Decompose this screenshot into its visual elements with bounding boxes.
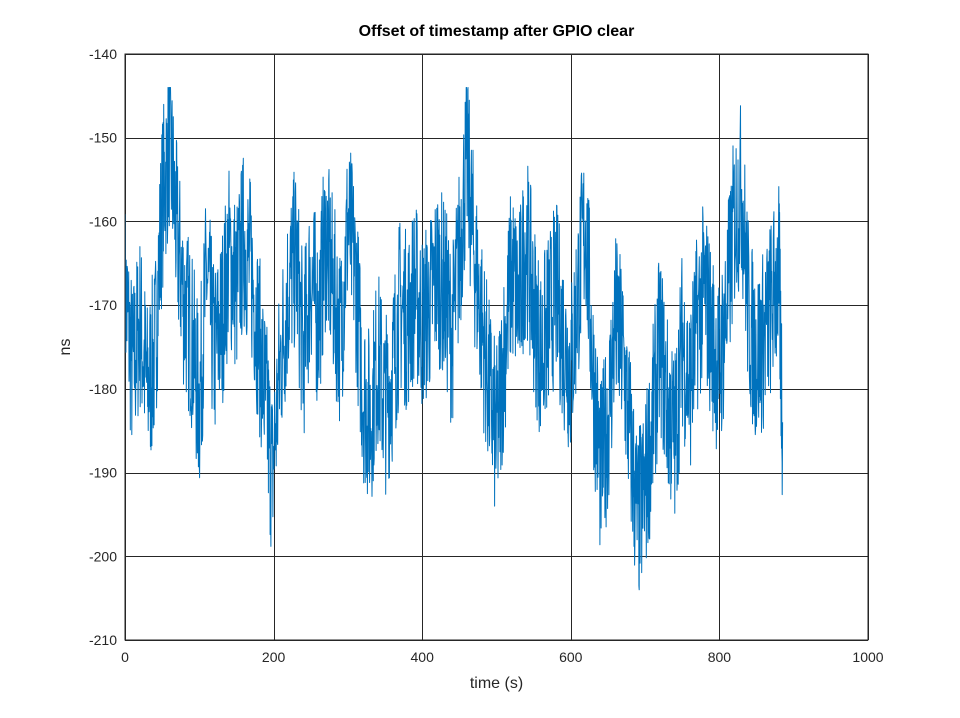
ticks: 0 200 400 600 800 1000 -140 -150 -160 -170 -180 -19… xyxy=(89,46,884,665)
y-tick-label: -210 xyxy=(89,632,117,648)
x-tick-label: 200 xyxy=(262,649,286,665)
axes-box xyxy=(124,53,869,641)
x-tick-label: 0 xyxy=(121,649,129,665)
series-layer xyxy=(124,87,784,591)
y-tick-label: -170 xyxy=(89,297,117,313)
y-tick-label: -180 xyxy=(89,381,117,397)
y-tick-label: -160 xyxy=(89,213,117,229)
y-tick-label: -140 xyxy=(89,46,117,62)
series-line xyxy=(124,87,784,591)
x-axis-label: time (s) xyxy=(470,675,523,692)
y-tick-label: -150 xyxy=(89,130,117,146)
x-tick-label: 600 xyxy=(559,649,583,665)
x-tick-label: 1000 xyxy=(852,649,883,665)
y-tick-label: -190 xyxy=(89,465,117,481)
y-axis-label: ns xyxy=(57,339,74,356)
x-tick-label: 800 xyxy=(708,649,732,665)
chart-title: Offset of timestamp after GPIO clear xyxy=(359,23,635,40)
x-tick-label: 400 xyxy=(411,649,435,665)
y-tick-label: -200 xyxy=(89,548,117,564)
